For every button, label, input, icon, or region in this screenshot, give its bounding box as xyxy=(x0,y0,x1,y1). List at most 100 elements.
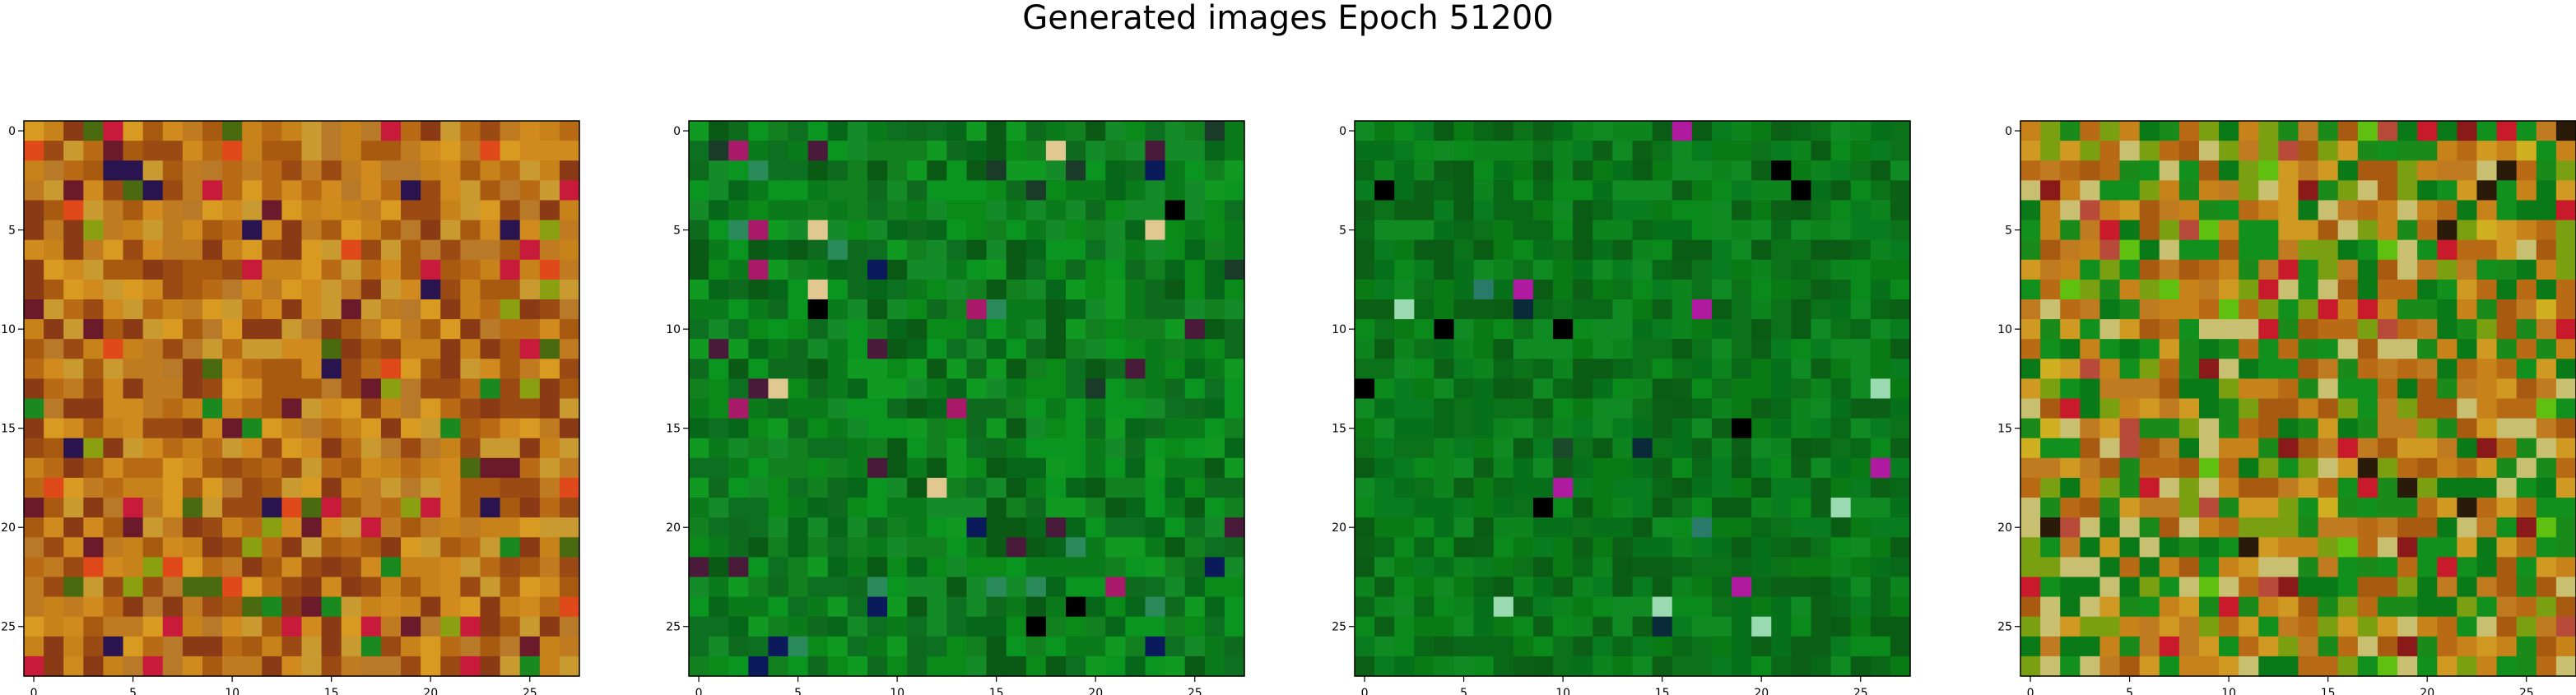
pixel-cell xyxy=(709,498,729,518)
pixel-cell xyxy=(1006,259,1027,280)
pixel-cell xyxy=(63,398,84,419)
pixel-cell xyxy=(1632,378,1653,400)
pixel-cell xyxy=(1751,319,1772,340)
pixel-cell xyxy=(1830,339,1852,359)
pixel-cell xyxy=(2318,299,2339,320)
pixel-cell xyxy=(63,438,84,459)
pixel-cell xyxy=(2139,636,2160,657)
pixel-cell xyxy=(1791,121,1812,141)
pixel-cell xyxy=(1414,220,1435,241)
pixel-cell xyxy=(559,577,580,598)
pixel-cell xyxy=(44,359,64,379)
pixel-cell xyxy=(709,319,729,340)
pixel-cell xyxy=(1165,577,1186,598)
pixel-cell xyxy=(2536,220,2557,241)
pixel-cell xyxy=(1355,616,1375,637)
pixel-cell xyxy=(748,616,770,637)
pixel-cell xyxy=(2020,457,2041,479)
pixel-cell xyxy=(966,398,988,419)
pixel-cell xyxy=(63,636,84,657)
pixel-cell xyxy=(2020,418,2041,439)
pixel-cell xyxy=(1066,121,1086,141)
pixel-cell xyxy=(321,299,342,320)
pixel-cell xyxy=(162,279,184,300)
pixel-cell xyxy=(1513,557,1534,578)
pixel-cell xyxy=(1632,537,1653,558)
pixel-cell xyxy=(2357,636,2378,657)
pixel-cell xyxy=(1632,656,1653,677)
pixel-cell xyxy=(2020,438,2041,459)
pixel-cell xyxy=(1573,378,1593,400)
pixel-cell xyxy=(500,418,521,439)
pixel-cell xyxy=(63,299,84,320)
pixel-cell xyxy=(162,498,184,518)
pixel-cell xyxy=(709,656,729,677)
pixel-cell xyxy=(2555,319,2576,340)
pixel-cell xyxy=(421,200,441,221)
pixel-cell xyxy=(2159,498,2180,518)
pixel-cell xyxy=(1652,577,1673,598)
pixel-cell xyxy=(2198,498,2220,518)
pixel-cell xyxy=(1711,457,1732,479)
pixel-cell xyxy=(1184,498,1206,518)
pixel-cell xyxy=(1811,339,1832,359)
pixel-cell xyxy=(1890,517,1911,538)
pixel-cell xyxy=(1086,279,1106,300)
pixel-cell xyxy=(1493,596,1514,618)
pixel-cell xyxy=(1025,200,1047,221)
pixel-cell xyxy=(1394,557,1415,578)
pixel-cell xyxy=(262,239,282,261)
pixel-cell xyxy=(2337,418,2359,439)
pixel-cell xyxy=(460,438,481,459)
pixel-cell xyxy=(1732,616,1752,637)
pixel-cell xyxy=(480,339,501,359)
pixel-cell xyxy=(1473,239,1495,261)
pixel-cell xyxy=(360,438,382,459)
pixel-cell xyxy=(2536,596,2557,618)
pixel-cell xyxy=(44,616,64,637)
pixel-cell xyxy=(281,537,303,558)
pixel-cell xyxy=(2119,319,2141,340)
pixel-cell xyxy=(1204,616,1225,637)
pixel-cell xyxy=(827,636,849,657)
pixel-cell xyxy=(460,557,481,578)
pixel-cell xyxy=(360,418,382,439)
pixel-cell xyxy=(1652,537,1673,558)
pixel-cell xyxy=(1573,339,1593,359)
pixel-cell xyxy=(807,438,829,459)
pixel-cell xyxy=(421,359,441,379)
pixel-cell xyxy=(807,398,829,419)
pixel-cell xyxy=(1553,259,1574,280)
pixel-cell xyxy=(2357,477,2378,498)
pixel-cell xyxy=(966,557,988,578)
pixel-cell xyxy=(2476,339,2498,359)
pixel-cell xyxy=(281,418,303,439)
pixel-cell xyxy=(123,200,144,221)
pixel-cell xyxy=(768,596,789,618)
pixel-cell xyxy=(1870,457,1891,479)
pixel-cell xyxy=(460,398,481,419)
pixel-cell xyxy=(380,279,402,300)
pixel-cell xyxy=(748,557,770,578)
pixel-cell xyxy=(1006,339,1027,359)
pixel-cell xyxy=(281,656,303,677)
pixel-cell xyxy=(1414,457,1435,479)
pixel-cell xyxy=(1045,220,1067,241)
pixel-cell xyxy=(2318,517,2339,538)
pixel-cell xyxy=(927,141,947,161)
pixel-cell xyxy=(2397,339,2418,359)
pixel-cell xyxy=(907,498,928,518)
pixel-cell xyxy=(748,596,770,618)
pixel-cell xyxy=(946,557,968,578)
pixel-cell xyxy=(401,279,421,300)
pixel-cell xyxy=(2397,319,2418,340)
pixel-cell xyxy=(63,141,84,161)
pixel-cell xyxy=(2040,121,2061,141)
pixel-cell xyxy=(807,477,829,498)
pixel-cell xyxy=(966,200,988,221)
pixel-cell xyxy=(2219,498,2239,518)
pixel-cell xyxy=(2040,517,2061,538)
pixel-cell xyxy=(1473,537,1495,558)
pixel-cell xyxy=(182,418,203,439)
pixel-cell xyxy=(1632,319,1653,340)
